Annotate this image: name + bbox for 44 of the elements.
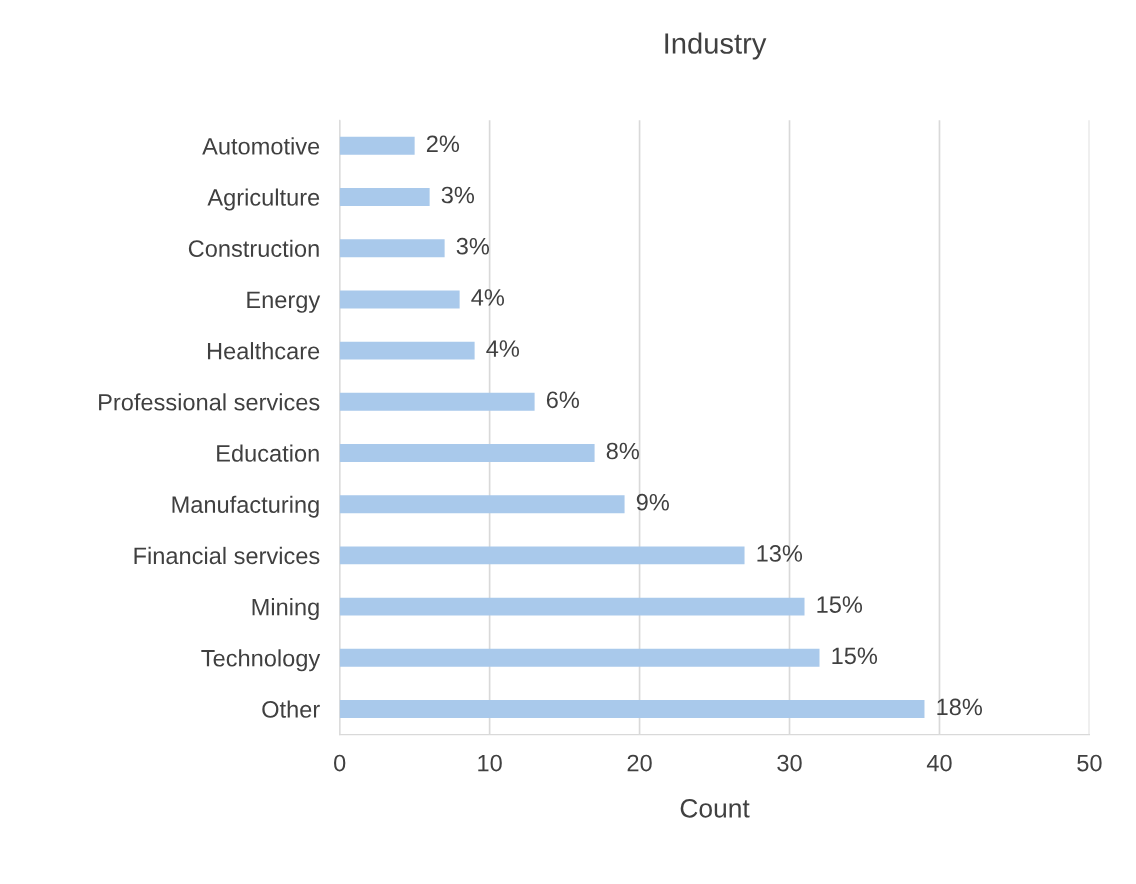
y-tick-label: Financial services bbox=[134, 546, 320, 565]
chart-title: Industry bbox=[665, 32, 767, 60]
bar bbox=[339, 597, 805, 616]
annotation: 4% bbox=[486, 340, 520, 357]
x-tick-label: 40 bbox=[926, 754, 952, 772]
annotation: 3% bbox=[456, 237, 490, 255]
annotation: 9% bbox=[636, 493, 669, 511]
y-tick-label: Energy bbox=[247, 291, 321, 313]
bar bbox=[339, 495, 625, 514]
y-tick-label: Automotive bbox=[202, 137, 320, 155]
bar bbox=[339, 648, 820, 667]
bar bbox=[339, 188, 430, 206]
x-tick-label: 50 bbox=[1077, 754, 1102, 772]
bar bbox=[339, 136, 415, 155]
bar bbox=[339, 341, 475, 360]
annotation: 6% bbox=[546, 391, 579, 409]
annotation: 4% bbox=[471, 289, 505, 306]
bar bbox=[339, 392, 535, 411]
annotation: 15% bbox=[817, 596, 863, 613]
annotation: 3% bbox=[441, 186, 475, 204]
y-tick-label: Healthcare bbox=[207, 342, 320, 360]
y-tick-label: Mining bbox=[252, 598, 319, 621]
y-tick-label: Professional services bbox=[99, 393, 320, 411]
bar bbox=[339, 444, 595, 462]
x-tick-label: 10 bbox=[478, 754, 502, 772]
annotation: 8% bbox=[606, 442, 639, 460]
y-tick-label: Manufacturing bbox=[172, 495, 319, 518]
y-tick-label: Construction bbox=[188, 239, 319, 258]
annotation: 18% bbox=[937, 698, 983, 716]
x-tick-label: 30 bbox=[777, 754, 802, 772]
x-tick-label: 20 bbox=[627, 754, 652, 772]
y-tick-label: Other bbox=[262, 700, 320, 718]
annotation: 2% bbox=[426, 135, 460, 153]
annotation: 15% bbox=[832, 647, 878, 665]
annotation: 13% bbox=[757, 545, 803, 562]
y-tick-label: Agriculture bbox=[207, 188, 320, 211]
y-tick-label: Technology bbox=[201, 649, 321, 672]
x-axis-title: Count bbox=[680, 798, 750, 818]
x-tick-label: 0 bbox=[334, 754, 346, 772]
bar bbox=[339, 290, 460, 309]
bar bbox=[339, 239, 445, 258]
bar bbox=[339, 700, 925, 718]
bar bbox=[339, 546, 745, 565]
y-tick-label: Education bbox=[217, 444, 319, 462]
